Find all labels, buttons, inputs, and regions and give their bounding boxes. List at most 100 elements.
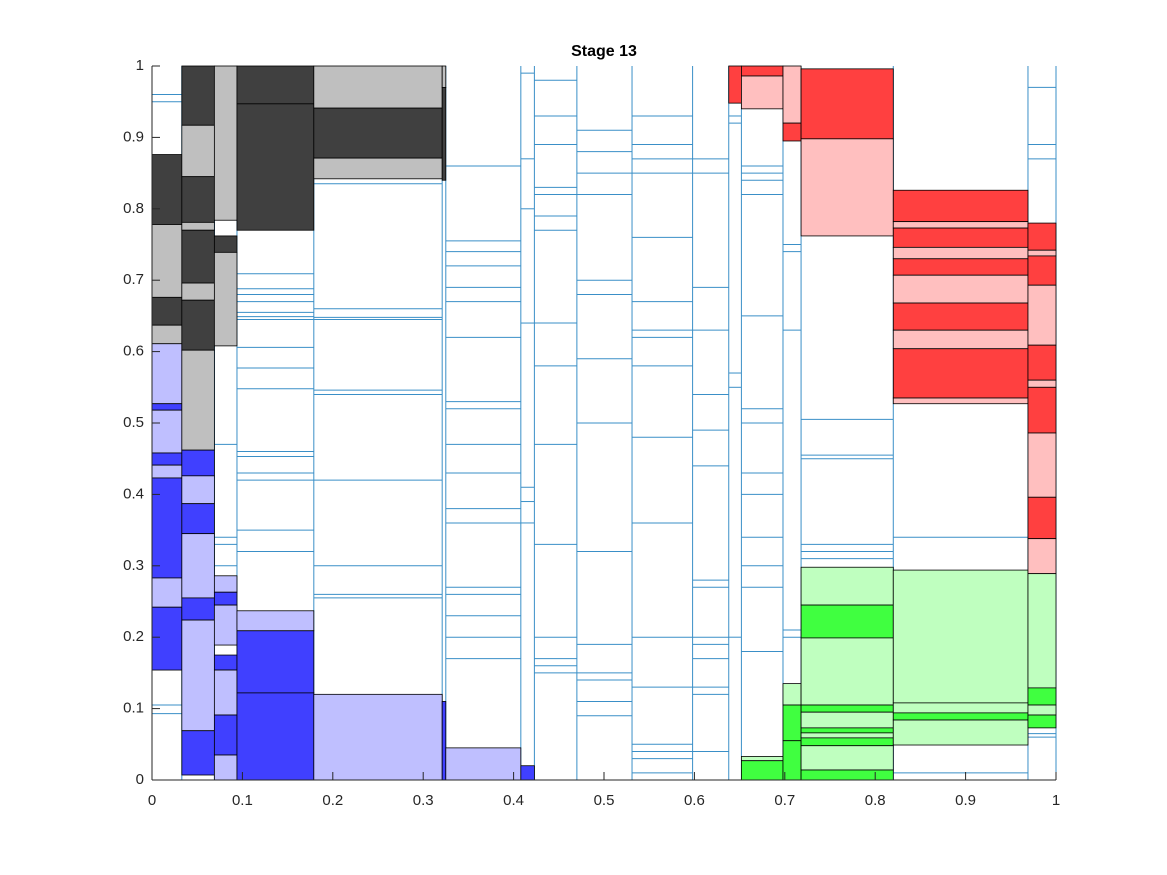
block bbox=[800, 704, 894, 713]
block bbox=[151, 224, 183, 298]
x-tick-label: 0.1 bbox=[232, 792, 253, 809]
x-tick-label: 0 bbox=[148, 792, 156, 809]
block bbox=[800, 566, 894, 606]
x-tick-label: 0.7 bbox=[774, 792, 795, 809]
block bbox=[800, 737, 894, 747]
block bbox=[213, 575, 238, 593]
block bbox=[782, 122, 802, 142]
block bbox=[181, 449, 215, 477]
block bbox=[1027, 379, 1057, 388]
block bbox=[1027, 687, 1057, 706]
block bbox=[892, 702, 1029, 714]
block bbox=[213, 654, 238, 671]
block bbox=[1027, 284, 1057, 346]
x-tick-label: 0.5 bbox=[594, 792, 615, 809]
block bbox=[213, 591, 238, 606]
block bbox=[782, 740, 802, 781]
block bbox=[236, 610, 315, 632]
block bbox=[1027, 714, 1057, 729]
block bbox=[800, 604, 894, 639]
block bbox=[782, 65, 802, 124]
y-tick-label: 0.2 bbox=[123, 628, 144, 645]
block bbox=[181, 229, 215, 284]
block bbox=[1027, 704, 1057, 716]
block bbox=[1027, 222, 1057, 251]
block bbox=[892, 348, 1029, 399]
block bbox=[213, 669, 238, 716]
block bbox=[892, 246, 1029, 260]
block bbox=[313, 157, 443, 180]
block bbox=[213, 754, 238, 781]
block bbox=[441, 87, 447, 181]
block bbox=[151, 452, 183, 466]
block bbox=[892, 189, 1029, 223]
block bbox=[800, 745, 894, 771]
block bbox=[445, 747, 522, 781]
block bbox=[782, 704, 802, 742]
block bbox=[213, 251, 238, 347]
x-tick-label: 0.2 bbox=[322, 792, 343, 809]
block bbox=[313, 65, 443, 109]
block bbox=[236, 630, 315, 694]
block bbox=[800, 68, 894, 140]
block bbox=[213, 65, 238, 221]
block bbox=[892, 569, 1029, 704]
block bbox=[181, 503, 215, 535]
block bbox=[1027, 538, 1057, 575]
block bbox=[151, 409, 183, 454]
x-tick-label: 1 bbox=[1052, 792, 1060, 809]
block bbox=[213, 235, 238, 253]
block bbox=[181, 176, 215, 223]
block bbox=[151, 477, 183, 579]
block bbox=[313, 107, 443, 159]
block bbox=[213, 604, 238, 646]
block bbox=[151, 324, 183, 345]
x-tick-label: 0.9 bbox=[955, 792, 976, 809]
block bbox=[441, 65, 447, 88]
y-tick-label: 0.4 bbox=[123, 485, 144, 502]
y-tick-label: 1 bbox=[136, 57, 144, 74]
block bbox=[313, 693, 443, 781]
block bbox=[441, 701, 447, 781]
block bbox=[181, 124, 215, 178]
block bbox=[892, 302, 1029, 331]
block bbox=[181, 299, 215, 351]
block bbox=[800, 769, 894, 781]
block bbox=[520, 765, 535, 781]
block bbox=[181, 65, 215, 126]
block bbox=[151, 296, 183, 326]
block bbox=[728, 65, 742, 104]
block bbox=[800, 727, 894, 734]
block bbox=[800, 711, 894, 729]
block bbox=[236, 692, 315, 781]
x-tick-label: 0.3 bbox=[413, 792, 434, 809]
block bbox=[151, 464, 183, 479]
block bbox=[181, 282, 215, 301]
block bbox=[151, 343, 183, 405]
block bbox=[892, 719, 1029, 746]
block bbox=[892, 258, 1029, 276]
block bbox=[151, 403, 183, 411]
x-tick-label: 0.4 bbox=[503, 792, 524, 809]
block bbox=[1027, 255, 1057, 286]
block bbox=[892, 712, 1029, 721]
block bbox=[892, 274, 1029, 304]
block bbox=[1027, 249, 1057, 257]
block bbox=[892, 329, 1029, 350]
y-tick-label: 0.8 bbox=[123, 200, 144, 217]
block bbox=[236, 65, 315, 105]
y-tick-label: 0.1 bbox=[123, 700, 144, 717]
y-tick-label: 0.9 bbox=[123, 128, 144, 145]
y-tick-label: 0.6 bbox=[123, 343, 144, 360]
block bbox=[151, 606, 183, 671]
block bbox=[236, 103, 315, 231]
block bbox=[151, 577, 183, 608]
block bbox=[151, 154, 183, 225]
block bbox=[181, 221, 215, 231]
block bbox=[892, 227, 1029, 248]
y-tick-label: 0.7 bbox=[123, 271, 144, 288]
block bbox=[1027, 386, 1057, 434]
block bbox=[800, 138, 894, 237]
block bbox=[892, 397, 1029, 405]
